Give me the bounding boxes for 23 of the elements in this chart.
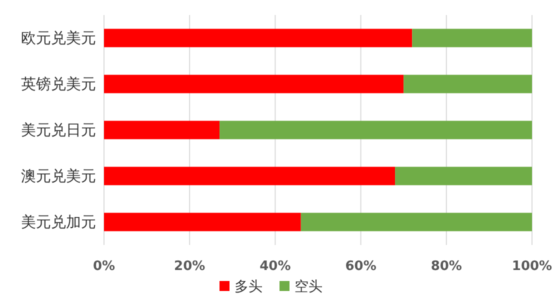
x-tick-label: 60%: [345, 259, 376, 274]
x-tick-label: 80%: [430, 259, 462, 274]
y-tick-label: 美元兑日元: [21, 121, 96, 139]
x-tick-label: 100%: [512, 259, 552, 274]
y-tick-label: 欧元兑美元: [21, 29, 96, 47]
bar: [104, 28, 412, 48]
bar: [104, 120, 220, 140]
legend-label: 多头: [234, 279, 262, 295]
y-tick-label: 澳元兑美元: [21, 167, 96, 185]
y-tick-label: 英镑兑美元: [21, 75, 96, 93]
bar: [104, 212, 301, 232]
bar: [104, 74, 404, 94]
bar: [404, 74, 532, 94]
bar: [395, 166, 532, 186]
bar: [220, 120, 532, 140]
x-tick-label: 20%: [174, 259, 206, 274]
bar: [300, 212, 532, 232]
legend-label: 空头: [294, 279, 322, 295]
bar: [104, 166, 396, 186]
y-tick-label: 美元兑加元: [21, 213, 96, 231]
x-tick-label: 40%: [260, 259, 291, 274]
x-tick-label: 0%: [92, 259, 116, 274]
bar: [412, 28, 532, 48]
